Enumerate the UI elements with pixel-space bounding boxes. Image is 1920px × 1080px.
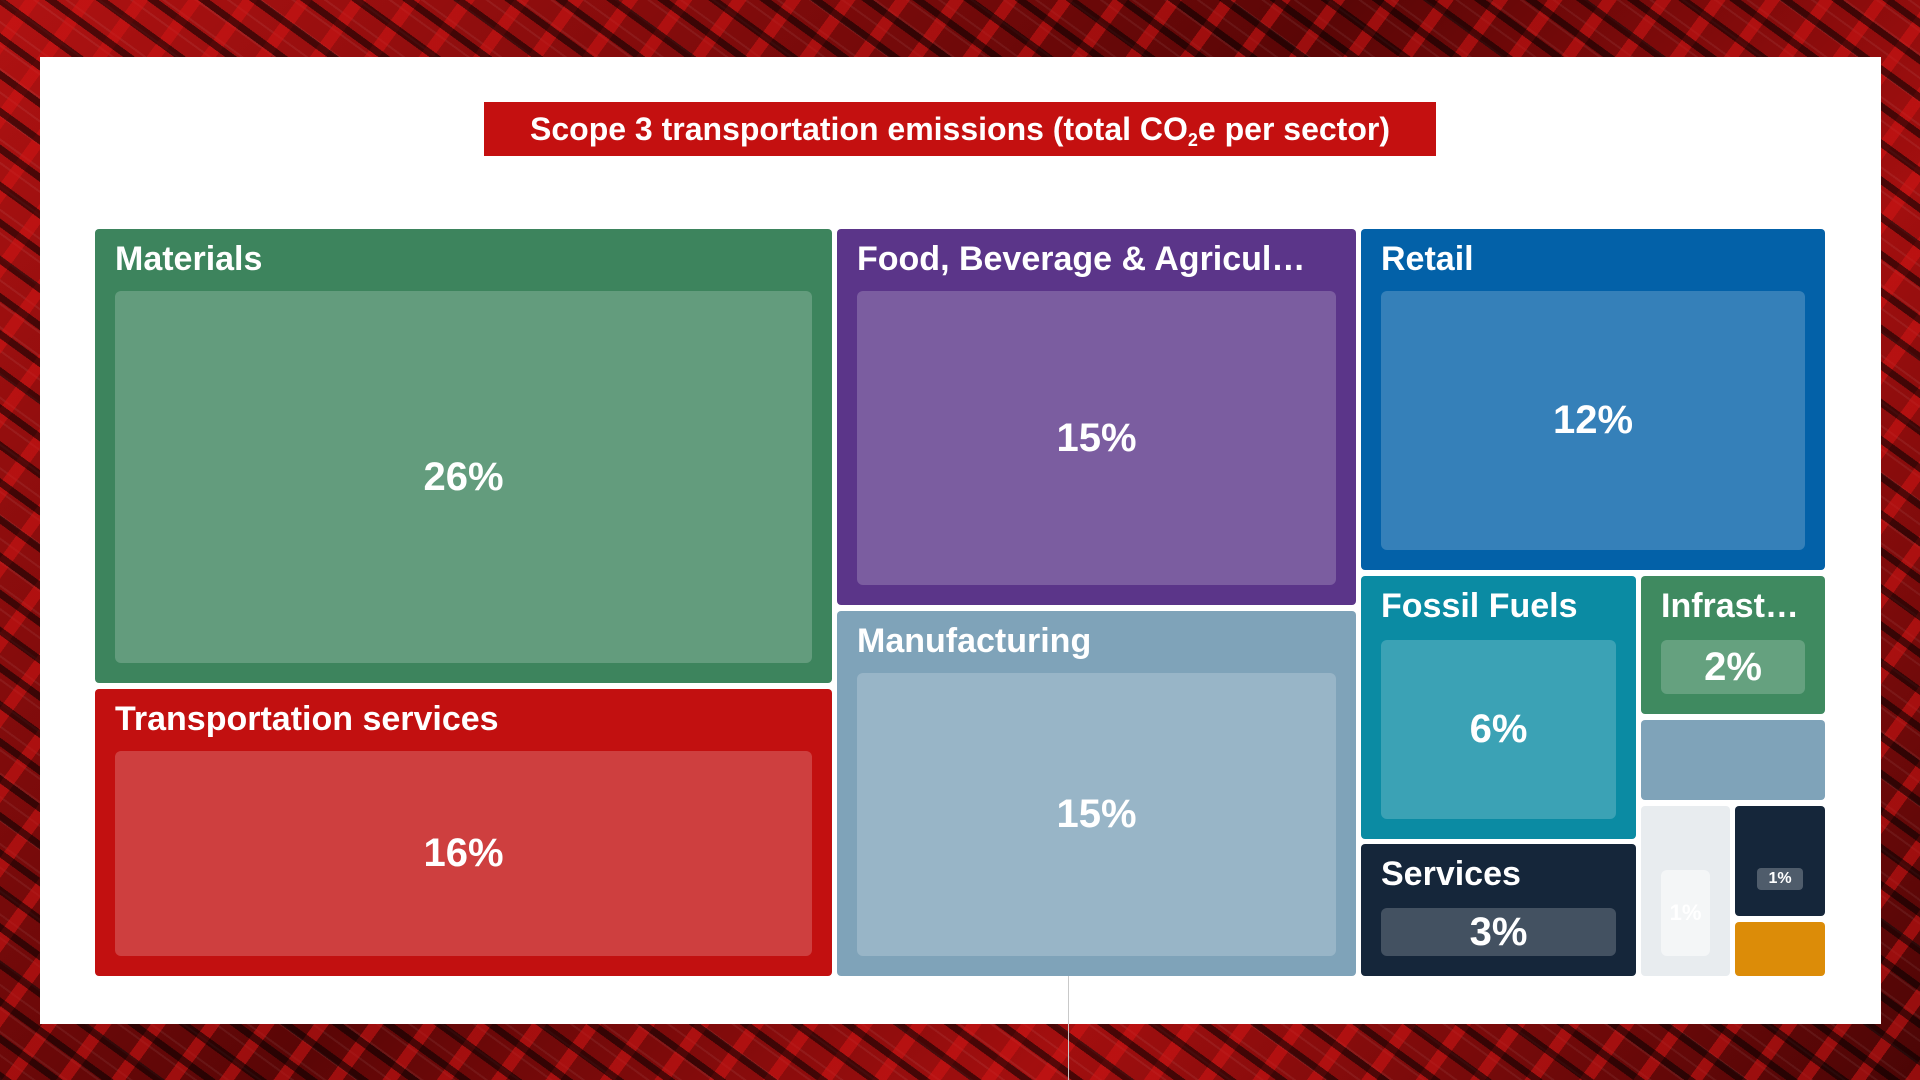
treemap-node-small-bluegrey[interactable] [1641,720,1825,800]
node-label: Fossil Fuels [1381,587,1578,625]
node-label: Manufacturing [857,622,1092,660]
node-value: 1% [1669,900,1702,925]
node-label: Services [1381,855,1521,893]
divider-line [1068,976,1069,1080]
treemap-node-small-orange[interactable] [1735,922,1825,976]
treemap-node-materials[interactable]: Materials 26% [95,229,832,683]
chart-title: Scope 3 transportation emissions (total … [484,102,1436,156]
node-label: Retail [1381,240,1474,278]
node-value: 26% [423,454,504,499]
treemap-node-small-navy[interactable]: 1% [1735,806,1825,916]
node-value-box: 16% [115,751,812,956]
node-value: 1% [1768,870,1792,887]
node-value: 3% [1469,909,1528,954]
node-value: 15% [1056,792,1137,836]
treemap-node-food-beverage-agriculture[interactable]: Food, Beverage & Agricul… 15% [837,229,1356,605]
node-value-box: 6% [1381,640,1616,819]
treemap-node-small-light[interactable]: 1% [1641,806,1730,976]
node-label: Materials [115,240,263,278]
node-label: Infrast… [1661,587,1799,625]
treemap-node-transportation-services[interactable]: Transportation services 16% [95,689,832,976]
treemap-node-manufacturing[interactable]: Manufacturing 15% [837,611,1356,976]
treemap-node-fossil-fuels[interactable]: Fossil Fuels 6% [1361,576,1636,839]
node-value-box: 15% [857,291,1336,585]
node-label: Transportation services [115,700,499,738]
node-value-box: 1% [1661,870,1710,956]
node-value: 6% [1469,707,1528,751]
node-value-box: 3% [1381,908,1616,956]
node-value: 15% [1056,415,1137,460]
treemap-node-services[interactable]: Services 3% [1361,844,1636,976]
node-value-box: 26% [115,291,812,663]
node-value-box: 1% [1757,868,1803,890]
node-label: Food, Beverage & Agricul… [857,240,1306,278]
node-value: 2% [1704,644,1762,689]
node-value: 16% [423,831,504,875]
node-value: 12% [1552,398,1634,442]
treemap-node-infrastructure[interactable]: Infrast… 2% [1641,576,1825,714]
node-value-box: 2% [1661,640,1805,694]
treemap-node-retail[interactable]: Retail 12% [1361,229,1825,570]
node-value-box: 15% [857,673,1336,956]
node-value-box: 12% [1381,291,1805,550]
